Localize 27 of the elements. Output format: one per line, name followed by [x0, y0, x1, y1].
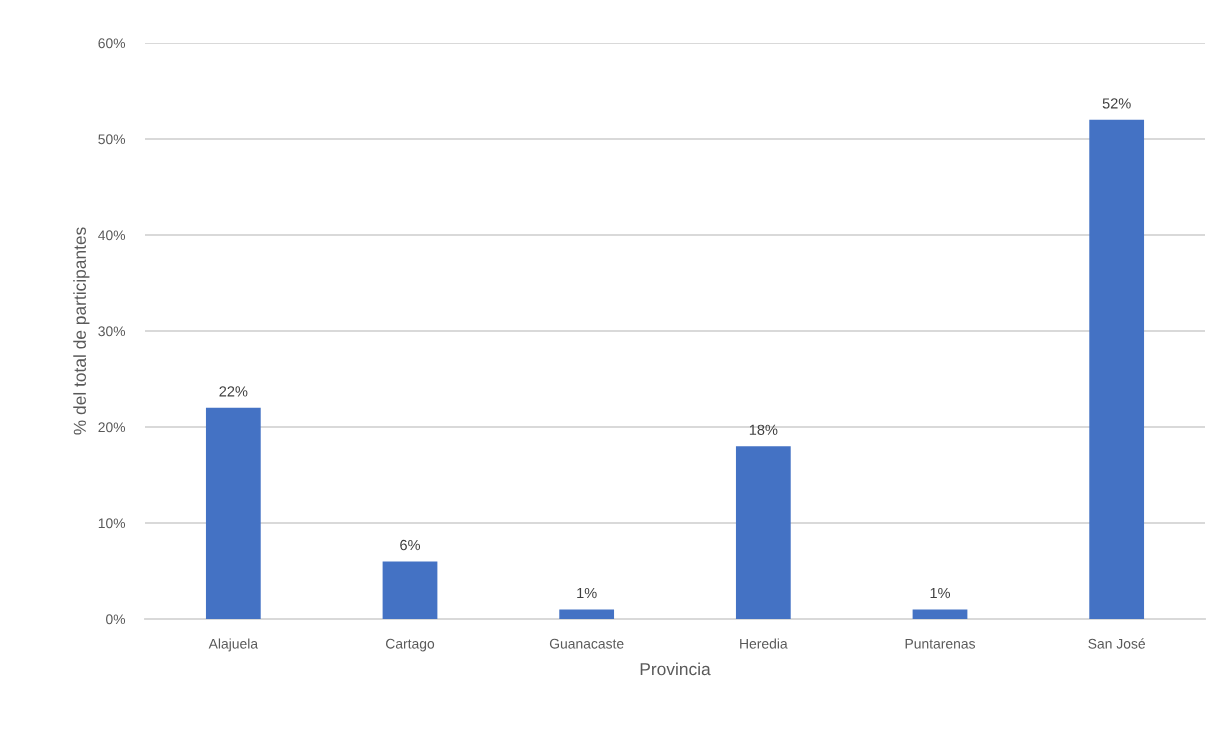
data-label: 52% [1102, 98, 1131, 109]
x-tick-label: Cartago [386, 638, 435, 652]
x-tick-label: Alajuela [208, 638, 259, 652]
x-axis-title: Provincia [640, 662, 711, 676]
y-tick-label: 60% [98, 38, 126, 49]
y-tick-label: 0% [106, 614, 126, 625]
x-tick-label: Guanacaste [549, 638, 624, 649]
bar [1089, 119, 1145, 619]
y-tick-label: 40% [98, 230, 126, 241]
data-label: 1% [577, 587, 597, 599]
bar [735, 446, 791, 619]
x-tick-label: San José [1088, 638, 1146, 649]
x-tick-label: Puntarenas [905, 638, 976, 649]
bar [559, 609, 615, 619]
data-label: 6% [400, 539, 421, 551]
y-tick-label: 50% [98, 134, 126, 145]
bar [205, 407, 261, 619]
x-tick-label: Heredia [740, 638, 788, 649]
data-label: 18% [749, 424, 778, 435]
bar [382, 561, 438, 619]
y-axis-title: % del total de participantes [73, 227, 90, 435]
data-label: 22% [219, 386, 248, 397]
y-tick-label: 30% [98, 326, 126, 337]
bar [912, 609, 968, 619]
y-tick-label: 10% [98, 518, 126, 529]
data-label: 1% [930, 587, 951, 599]
y-tick-label: 20% [98, 422, 126, 433]
